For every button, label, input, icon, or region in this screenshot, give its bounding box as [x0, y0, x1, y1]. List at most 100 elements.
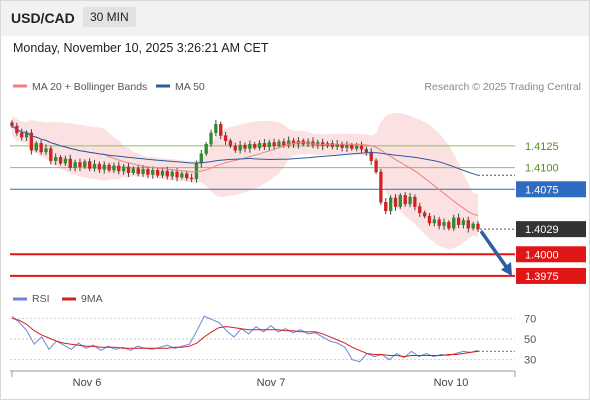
- bollinger-bands: [12, 112, 478, 250]
- level-label-resistance: 1.4100: [525, 163, 559, 175]
- candle-body: [422, 212, 427, 217]
- candle-body: [131, 168, 136, 173]
- candle-body: [354, 145, 359, 149]
- candle-body: [267, 142, 271, 147]
- instrument-title: USD/CAD: [11, 10, 75, 26]
- candle-body: [29, 132, 34, 151]
- rsi-panel: 70 50 30: [10, 313, 536, 367]
- candle-body: [58, 156, 63, 164]
- candle-body: [165, 170, 169, 177]
- candle-body: [83, 161, 87, 167]
- candle-body: [180, 173, 184, 178]
- rsi-ma-legend-label: 9MA: [81, 293, 103, 305]
- candle-body: [369, 151, 373, 161]
- candle-body: [432, 219, 436, 224]
- time-tick-label: Nov 6: [73, 377, 102, 389]
- candle-body: [39, 143, 43, 153]
- forecast-arrow-shaft: [479, 230, 509, 269]
- candle-body: [20, 132, 24, 138]
- time-tick-label: Nov 7: [257, 377, 286, 389]
- moving-averages: [11, 125, 515, 276]
- candle-body: [151, 169, 155, 175]
- candle-body: [364, 149, 369, 153]
- candle-body: [233, 145, 237, 151]
- rsi-line: [11, 315, 479, 363]
- candle-body: [340, 143, 344, 148]
- ma50-line: [11, 125, 479, 176]
- level-lines: [10, 145, 515, 277]
- candle-body: [146, 169, 150, 175]
- candle-body: [141, 169, 145, 174]
- candle-body: [393, 197, 398, 207]
- candle-body: [117, 165, 121, 172]
- candle-body: [185, 173, 189, 179]
- candle-body: [112, 165, 116, 171]
- candle-body: [194, 163, 199, 180]
- candle-body: [248, 143, 252, 149]
- candle-body: [413, 196, 417, 207]
- time-axis: Nov 6 Nov 7 Nov 10: [10, 370, 516, 389]
- candle-body: [160, 170, 165, 176]
- legend: MA 20 + Bollinger Bands MA 50 Research ©…: [13, 81, 581, 93]
- candle-body: [262, 143, 267, 147]
- candle-body: [452, 217, 456, 229]
- candle-body: [219, 124, 223, 136]
- candlesticks: [10, 120, 480, 233]
- candle-body: [44, 148, 48, 153]
- candle-body: [282, 141, 286, 146]
- forecast-arrow-head: [501, 261, 512, 276]
- rsi-tick-label: 70: [524, 313, 536, 325]
- candle-body: [350, 144, 354, 149]
- candle-body: [408, 196, 412, 205]
- candle-body: [238, 144, 242, 151]
- candle-body: [24, 132, 29, 138]
- candle-body: [73, 162, 77, 168]
- candle-body: [223, 135, 228, 141]
- header-bar: USD/CAD 30 MIN: [0, 0, 590, 36]
- candle-body: [204, 143, 208, 154]
- candle-body: [437, 219, 441, 226]
- candle-body: [243, 144, 247, 149]
- level-tag-support: [516, 246, 586, 263]
- candle-body: [155, 169, 160, 176]
- candle-body: [447, 221, 451, 229]
- candle-body: [277, 141, 281, 147]
- candle-body: [330, 143, 335, 147]
- candle-body: [388, 197, 393, 212]
- candle-body: [418, 206, 422, 213]
- candle-body: [175, 171, 179, 178]
- timestamp: Monday, November 10, 2025 3:26:21 AM CET: [13, 41, 269, 55]
- candle-body: [121, 166, 126, 172]
- candle-body: [170, 171, 174, 177]
- level-labels: 1.4125 1.4100 1.4075 1.4029 1.4000 1.3975: [516, 141, 586, 284]
- candle-body: [102, 164, 106, 170]
- bollinger-band-area: [12, 112, 478, 250]
- candle-body: [374, 160, 378, 173]
- candle-body: [126, 166, 131, 174]
- level-label-support: 1.3975: [525, 271, 559, 283]
- level-tag-last: [516, 221, 586, 238]
- candle-body: [461, 220, 466, 225]
- candle-body: [107, 164, 111, 171]
- candle-body: [398, 195, 402, 207]
- candle-body: [54, 156, 58, 161]
- candle-body: [345, 144, 349, 148]
- level-tag-pivot: [516, 181, 586, 198]
- candle-body: [214, 124, 218, 134]
- candle-body: [476, 223, 480, 230]
- candle-body: [456, 217, 461, 226]
- candle-body: [136, 168, 140, 174]
- candle-body: [92, 163, 97, 169]
- candle-body: [427, 215, 432, 224]
- candle-body: [442, 221, 446, 226]
- candle-body: [189, 177, 194, 180]
- timeframe-badge[interactable]: 30 MIN: [83, 7, 136, 27]
- ma20-legend-label: MA 20 + Bollinger Bands: [32, 81, 147, 93]
- rsi-ma-line: [11, 317, 479, 358]
- candle-body: [63, 158, 68, 164]
- candle-body: [34, 143, 38, 151]
- candle-body: [209, 132, 213, 145]
- level-label-last: 1.4029: [525, 224, 559, 236]
- rsi-tick-label: 30: [524, 355, 536, 367]
- rsi-legend: RSI 9MA: [13, 293, 103, 305]
